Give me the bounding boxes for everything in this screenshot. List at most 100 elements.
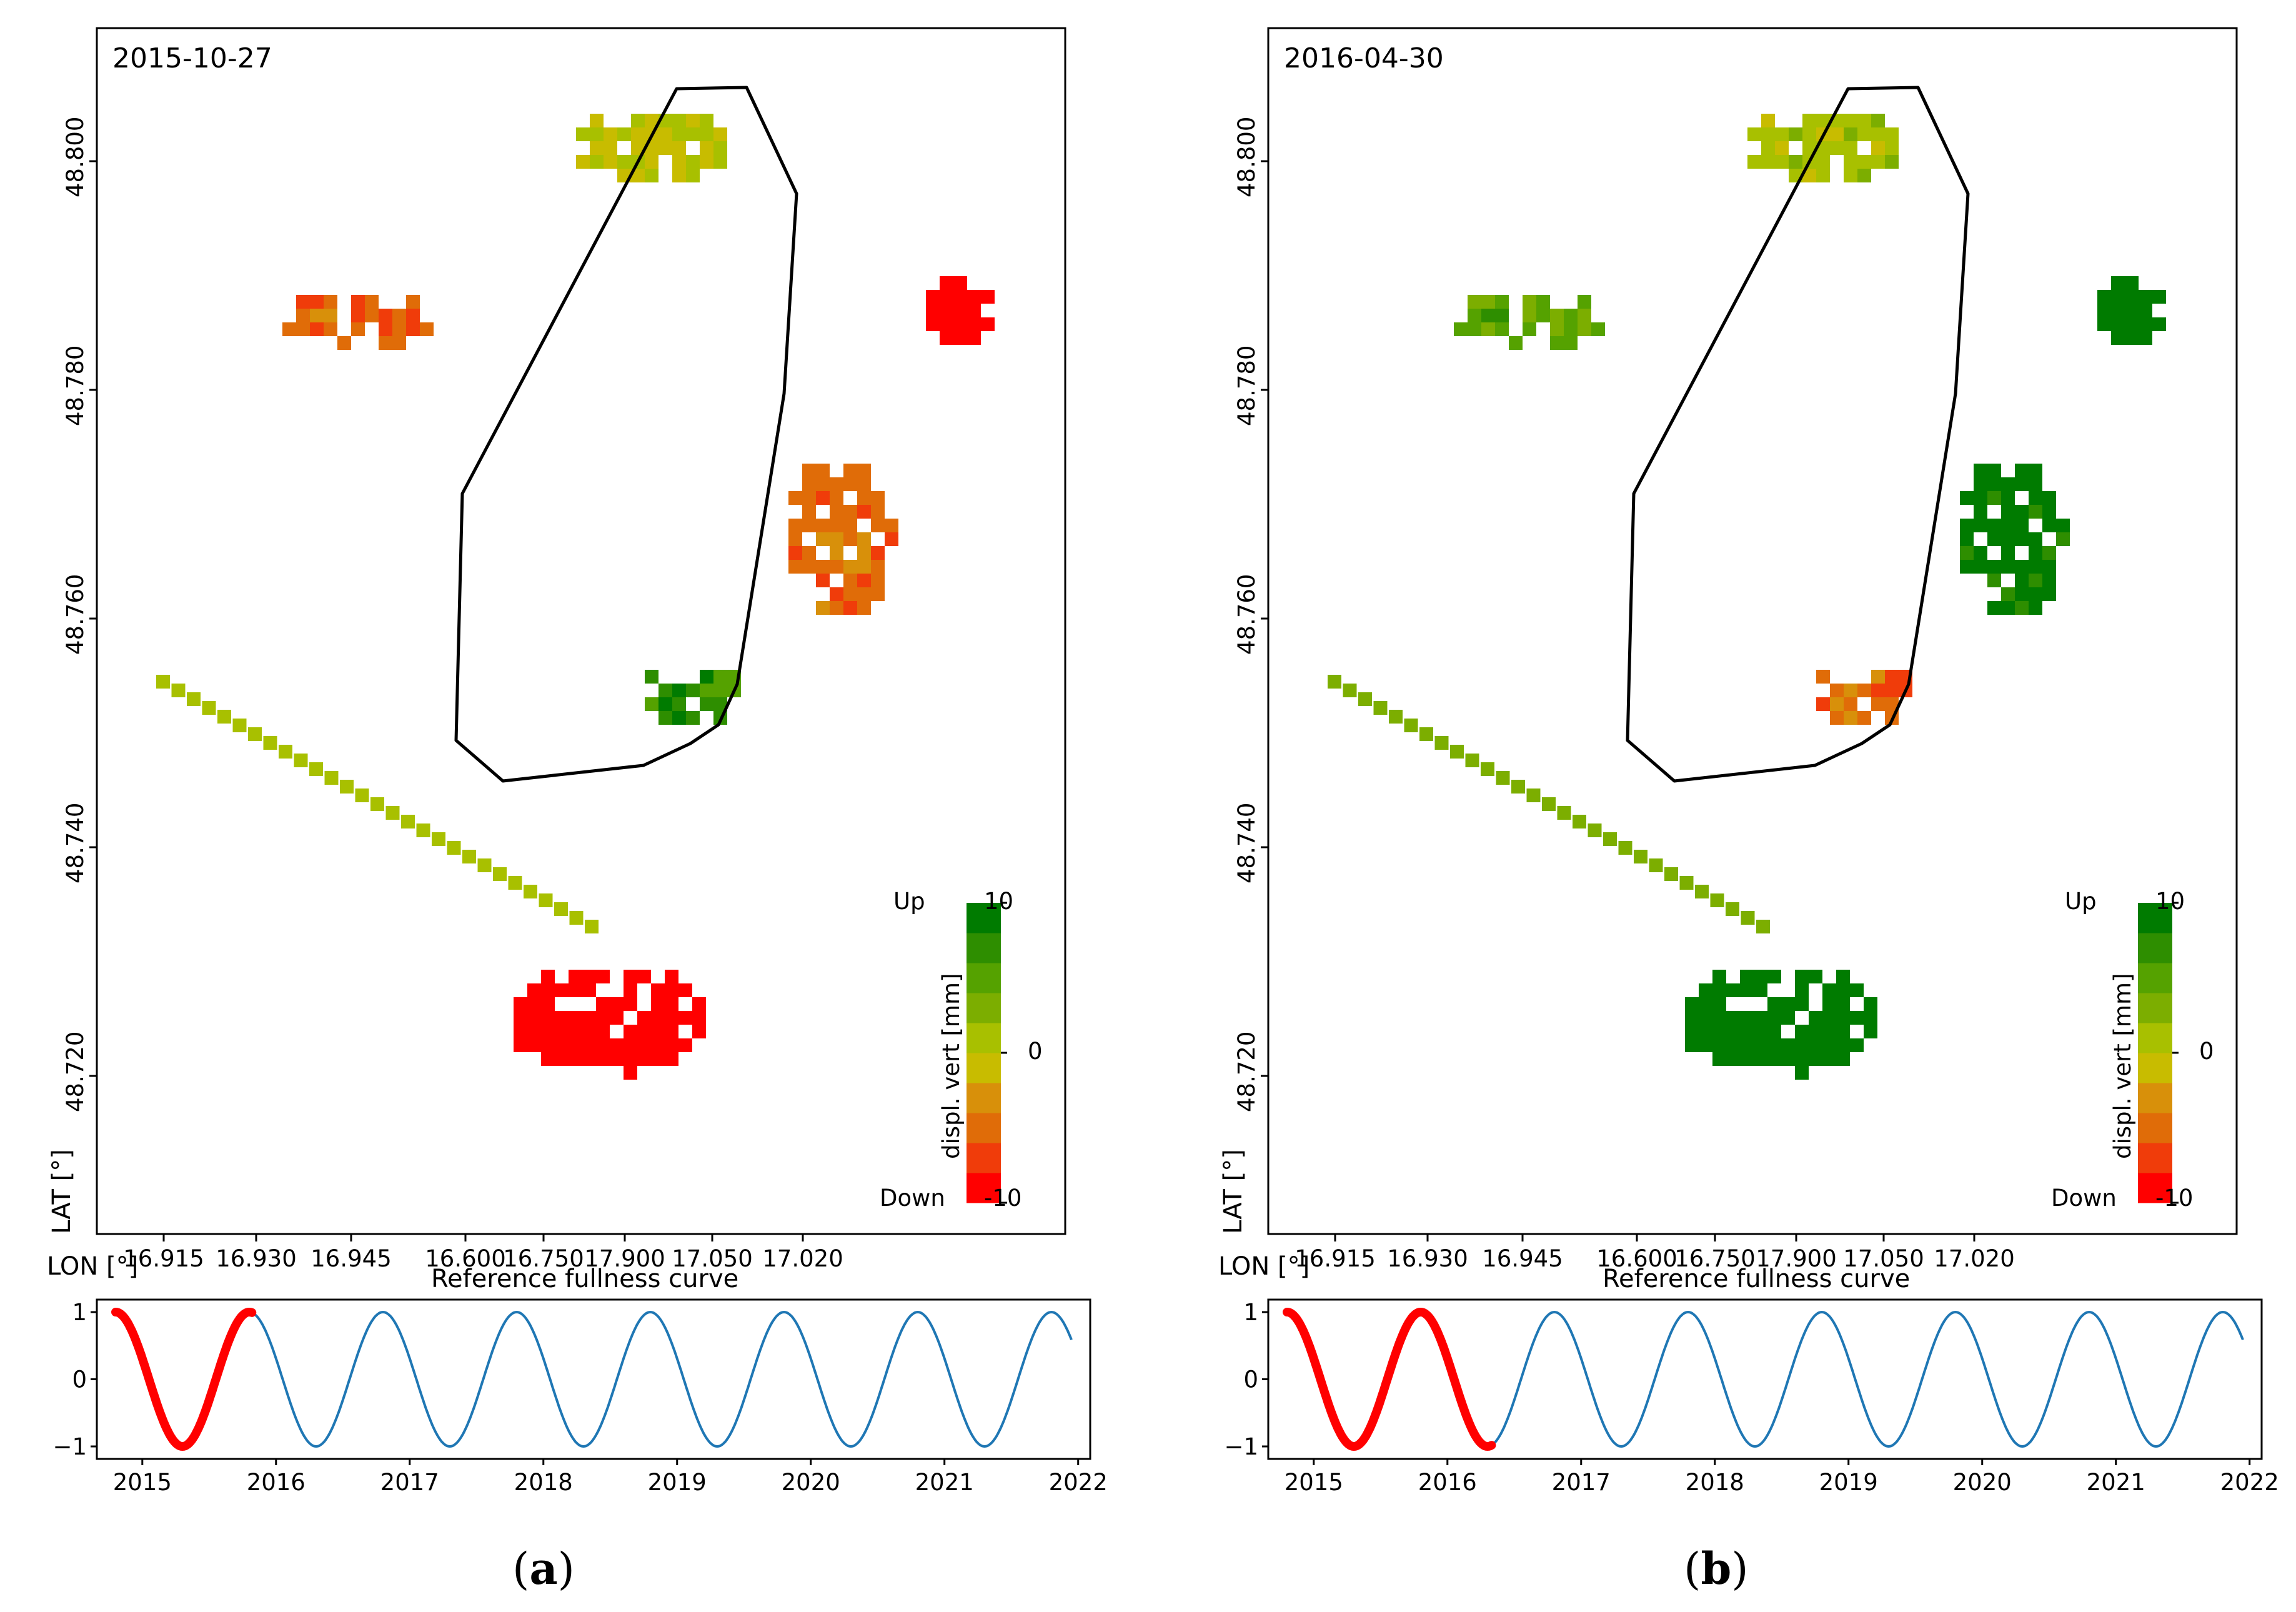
displacement-pixel (700, 670, 713, 684)
displacement-pixel (1741, 911, 1755, 925)
displacement-pixel (217, 710, 231, 724)
displacement-pixel (816, 574, 830, 587)
displacement-pixel (1564, 322, 1578, 336)
displacement-pixel (2015, 532, 2029, 546)
displacement-pixel (1495, 322, 1509, 336)
displacement-pixel (406, 309, 420, 322)
displacement-pixel (843, 560, 857, 574)
lat-tick-label: 48.720 (1233, 1032, 1260, 1112)
displacement-pixel (351, 295, 365, 309)
displacement-pixel (365, 295, 379, 309)
displacement-pixel (631, 127, 645, 141)
displacement-pixel (1523, 322, 1536, 336)
displacement-pixel (2139, 331, 2152, 345)
displacement-pixel (1726, 1025, 1740, 1038)
displacement-pixel (1960, 491, 1974, 505)
displacement-pixel (1468, 322, 1481, 336)
displacement-pixel (940, 276, 953, 290)
ts-y-tick-label: 0 (1243, 1366, 1258, 1393)
displacement-pixel (1712, 1025, 1726, 1038)
displacement-pixel (569, 1052, 582, 1066)
displacement-pixel (1974, 560, 1987, 574)
ts-x-tick-label: 2020 (1953, 1469, 2012, 1496)
ts-x-tick-label: 2021 (915, 1469, 974, 1496)
displacement-pixel (1550, 336, 1564, 350)
displacement-pixel (1822, 1052, 1836, 1066)
displacement-pixel (940, 331, 953, 345)
displacement-pixel (541, 997, 555, 1011)
displacement-pixel (1844, 711, 1857, 725)
displacement-pixel (665, 1052, 678, 1066)
displacement-pixel (2001, 532, 2015, 546)
displacement-pixel (2042, 546, 2056, 560)
displacement-pixel (1974, 546, 1987, 560)
displacement-pixel (1591, 322, 1605, 336)
panel-a: 2015-10-27 48.720 48.740 48.760 48.780 48.80… (47, 27, 1108, 1595)
displacement-pixel (1974, 519, 1987, 532)
displacement-pixel (351, 309, 365, 322)
displacement-pixel (1857, 114, 1871, 127)
displacement-pixel (1885, 141, 1899, 155)
lon-tick-label: 17.050 (1843, 1245, 1924, 1272)
displacement-pixel (857, 505, 871, 519)
displacement-pixel (857, 546, 871, 560)
displacement-pixel (700, 684, 713, 697)
displacement-pixel (392, 322, 406, 336)
lon-tick-label: 16.945 (1482, 1245, 1563, 1272)
displacement-pixel (1987, 532, 2001, 546)
displacement-pixel (1871, 114, 1885, 127)
displacement-pixel (686, 127, 700, 141)
displacement-pixel (1526, 789, 1541, 802)
displacement-pixel (651, 1052, 665, 1066)
displacement-pixel (1634, 850, 1647, 863)
displacement-pixel (843, 601, 857, 615)
displacement-pixel (524, 885, 537, 898)
displacement-pixel (1781, 1038, 1795, 1052)
displacement-pixel (187, 692, 201, 706)
displacement-pixel (1712, 1038, 1726, 1052)
displacement-pixel (830, 601, 843, 615)
displacement-pixel (1710, 893, 1724, 907)
date-label-a: 2015-10-27 (112, 42, 272, 74)
ts-y-tick-label: 1 (1243, 1299, 1258, 1326)
lon-tick-label: 17.900 (1756, 1245, 1836, 1272)
displacement-pixel (1434, 736, 1449, 750)
displacement-pixel (1761, 114, 1775, 127)
colorbar-segment (967, 1023, 1001, 1053)
displacement-pixel (1822, 1011, 1836, 1025)
lon-tick-label: 16.750 (503, 1245, 584, 1272)
displacement-pixel (672, 711, 686, 725)
displacement-pixel (1885, 155, 1899, 169)
displacement-pixel (1509, 336, 1523, 350)
displacement-pixel (1822, 1038, 1836, 1052)
displacement-pixel (392, 309, 406, 322)
displacement-pixel (527, 997, 541, 1011)
displacement-pixel (672, 684, 686, 697)
displacement-pixel (2015, 560, 2029, 574)
displacement-pixel (686, 684, 700, 697)
displacement-pixel (2097, 317, 2111, 331)
lat-axis-label-b: LAT [°] (1219, 1149, 1248, 1234)
displacement-pixel (2029, 532, 2042, 546)
displacement-pixel (2029, 601, 2042, 615)
displacement-pixel (830, 560, 843, 574)
colorbar-segment (967, 1173, 1001, 1203)
lon-tick-label: 16.930 (1387, 1245, 1468, 1272)
displacement-pixel (637, 1011, 651, 1025)
displacement-pixel (1836, 1011, 1850, 1025)
displacement-pixel (1649, 858, 1663, 872)
displacement-pixel (1685, 997, 1699, 1011)
displacement-pixel (678, 983, 692, 997)
colorbar-min-label-b: -10 (2155, 1185, 2193, 1211)
displacement-pixel (296, 322, 310, 336)
displacement-pixel (672, 169, 686, 182)
displacement-pixel (1343, 684, 1357, 697)
displacement-pixel (1775, 141, 1789, 155)
displacement-pixel (2042, 574, 2056, 587)
displacement-pixel (713, 697, 727, 711)
displacement-pixel (1844, 169, 1857, 182)
displacement-pixel (406, 295, 420, 309)
displacement-pixel (1789, 155, 1802, 169)
displacement-pixel (2001, 505, 2015, 519)
displacement-pixel (1822, 997, 1836, 1011)
